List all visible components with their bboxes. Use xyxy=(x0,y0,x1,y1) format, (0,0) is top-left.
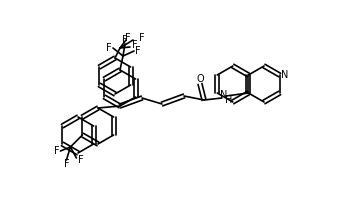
Text: F: F xyxy=(106,43,112,53)
Text: F: F xyxy=(64,159,69,169)
Text: F: F xyxy=(132,40,138,50)
Text: F: F xyxy=(139,33,145,43)
Text: F: F xyxy=(122,35,128,45)
Text: F: F xyxy=(125,33,131,43)
Text: N: N xyxy=(281,70,288,80)
Text: F: F xyxy=(54,146,59,156)
Text: O: O xyxy=(196,74,204,84)
Text: H: H xyxy=(225,95,233,105)
Text: F: F xyxy=(135,46,141,56)
Text: N: N xyxy=(220,90,228,100)
Text: F: F xyxy=(78,155,83,165)
